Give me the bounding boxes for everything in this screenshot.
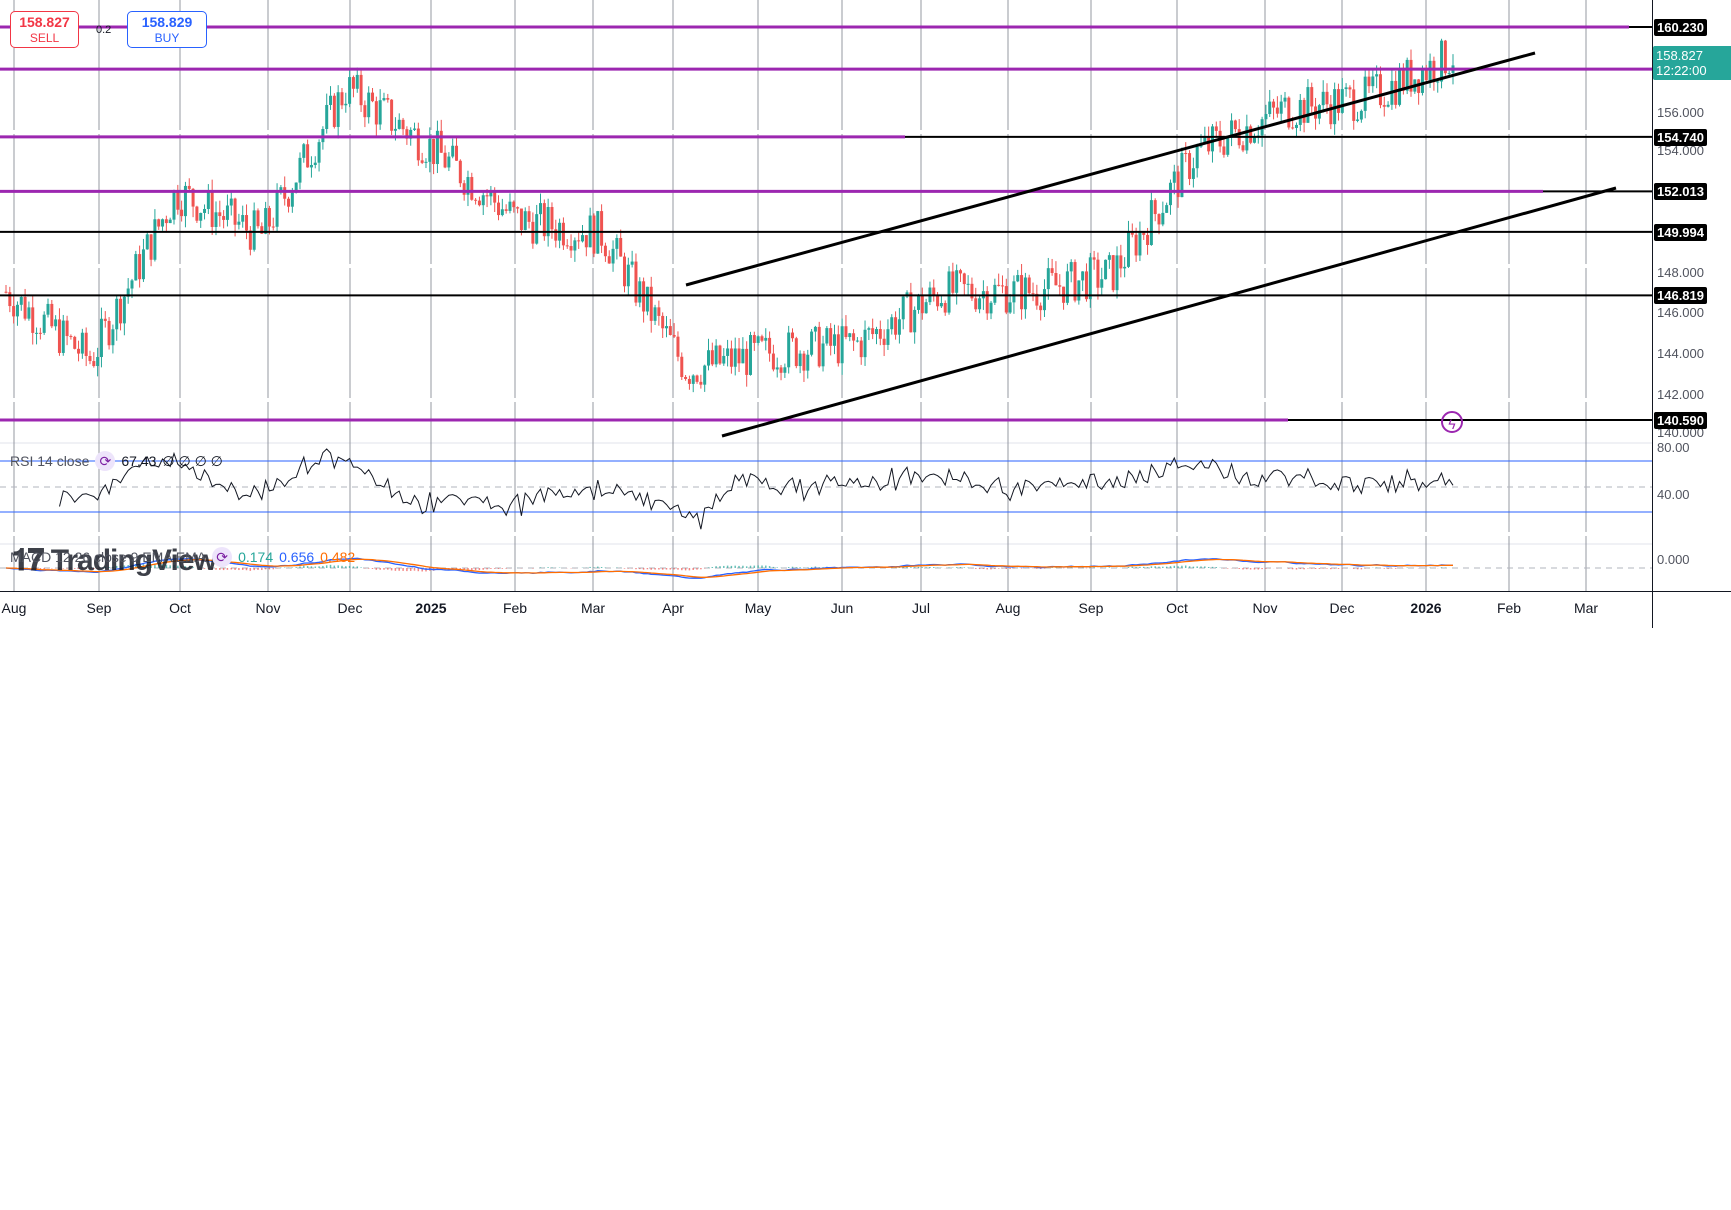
time-label: Sep	[86, 600, 112, 616]
refresh-icon[interactable]: ⟳	[95, 451, 116, 471]
macd-hist-value: 0.174	[238, 549, 274, 565]
time-label: Sep	[1078, 600, 1104, 616]
level-price-tag: 146.819	[1654, 287, 1707, 305]
level-price-tag: 160.230	[1654, 19, 1707, 36]
rsi-value: 67.43	[121, 453, 157, 469]
time-label: Mar	[580, 600, 606, 616]
time-label: May	[744, 600, 772, 616]
price-scale[interactable]: 156.000 154.000 148.000 146.000 144.000 142.0…	[1652, 0, 1731, 591]
rsi-label: RSI 14 close	[10, 453, 90, 469]
time-label: Mar	[1573, 600, 1599, 616]
rsi-extra: ∅ ∅ ∅ ∅	[162, 452, 223, 469]
time-label: Feb	[502, 600, 528, 616]
price-tick: 156.000	[1657, 105, 1704, 120]
rsi-legend[interactable]: RSI 14 close ⟳ 67.43 ∅ ∅ ∅ ∅	[10, 451, 223, 471]
level-price-tag: 152.013	[1654, 183, 1707, 201]
time-label: Nov	[1252, 600, 1278, 616]
time-label: Nov	[255, 600, 281, 616]
buy-button[interactable]: 158.829 BUY	[127, 11, 207, 48]
sell-price: 158.827	[19, 14, 70, 30]
last-price-badge: 158.827 12:22:00	[1653, 46, 1731, 80]
tradingview-watermark: 𝟏𝟕 TradingView	[12, 544, 217, 577]
spread-value: 0.2	[96, 24, 112, 36]
time-label: Dec	[337, 600, 363, 616]
time-label: 2026	[1410, 600, 1442, 616]
price-tick: 154.000	[1657, 143, 1704, 158]
macd-tick: 0.000	[1657, 552, 1690, 567]
time-label: Aug	[1, 600, 27, 616]
macd-value: 0.656	[279, 549, 315, 565]
level-price-tag: 154.740	[1654, 128, 1707, 146]
price-tick: 146.000	[1657, 305, 1704, 320]
logo-icon: 𝟏𝟕	[12, 544, 51, 577]
macd-signal-value: 0.482	[320, 549, 356, 565]
time-label: Feb	[1496, 600, 1522, 616]
price-chart[interactable]	[0, 0, 1652, 591]
sell-button[interactable]: 158.827 SELL	[10, 11, 79, 48]
axis-settings[interactable]: ⬡	[1652, 591, 1731, 628]
sell-label: SELL	[29, 31, 60, 45]
time-label: Oct	[1166, 600, 1188, 616]
level-price-tag: 140.590	[1654, 412, 1707, 429]
time-label: Dec	[1329, 600, 1355, 616]
macd-legend[interactable]: MACD 12 26 close 9 EMA EMA ⟳ 0.174 0.656…	[10, 547, 355, 567]
buy-price: 158.829	[141, 14, 193, 30]
level-price-tag: 149.994	[1654, 223, 1707, 241]
time-label: Jun	[830, 600, 854, 616]
time-label: 2025	[415, 600, 447, 616]
time-axis[interactable]: Aug Sep Oct Nov Dec 2025 Feb Mar Apr May Jun Jul Aug…	[0, 591, 1652, 628]
time-label: Aug	[995, 600, 1021, 616]
buy-label: BUY	[154, 31, 180, 45]
rsi-tick: 40.00	[1657, 487, 1690, 502]
macd-label: MACD 12 26 close 9 EMA EMA	[10, 549, 207, 565]
price-tick: 148.000	[1657, 265, 1704, 280]
time-label: Apr	[662, 600, 684, 616]
price-tick: 142.000	[1657, 387, 1704, 402]
time-label: Jul	[912, 600, 930, 616]
rsi-tick: 80.00	[1657, 440, 1690, 455]
price-tick: 144.000	[1657, 346, 1704, 361]
time-label: Oct	[169, 600, 191, 616]
lightning-icon[interactable]: ϟ	[1441, 411, 1463, 433]
refresh-icon[interactable]: ⟳	[212, 547, 233, 567]
